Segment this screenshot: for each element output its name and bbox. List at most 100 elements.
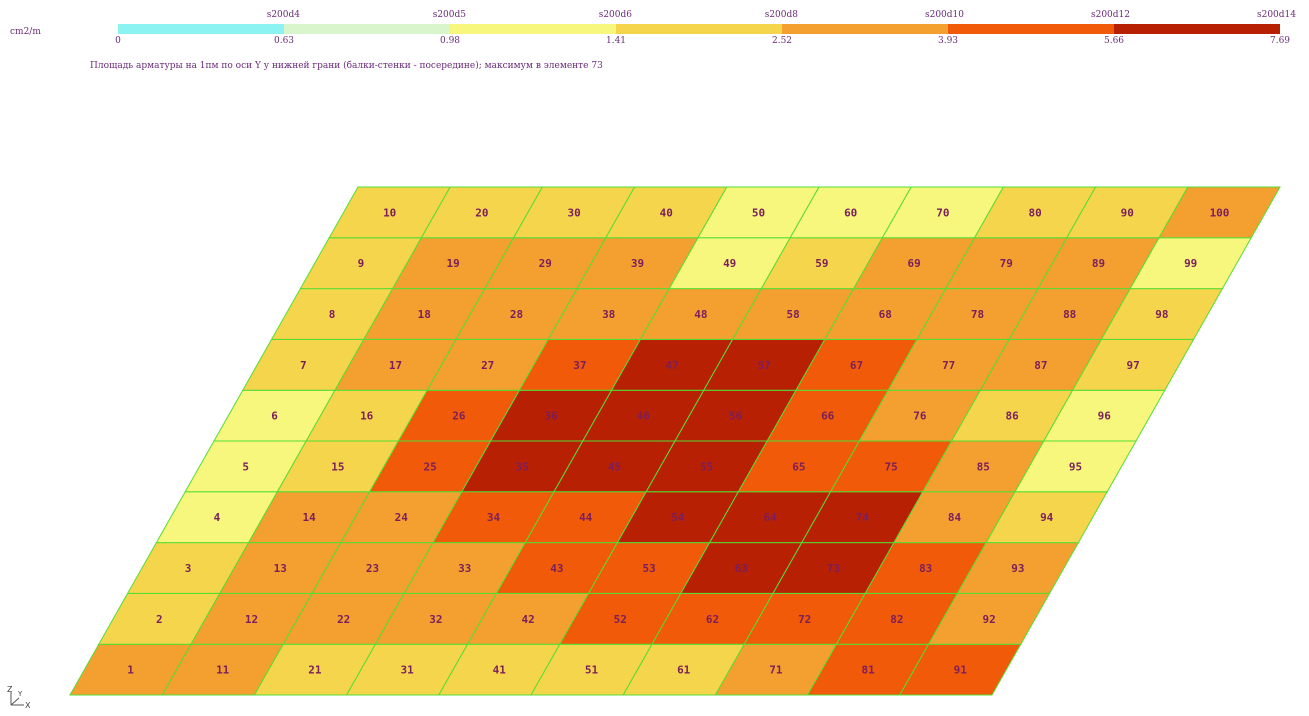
mesh-element-label: 89 [1092,257,1105,270]
mesh-element-label: 58 [786,308,799,321]
mesh-element-label: 73 [827,562,840,575]
mesh-element-label: 37 [573,359,586,372]
mesh-element-label: 98 [1155,308,1168,321]
mesh-element-label: 49 [723,257,736,270]
mesh-element-label: 50 [752,206,765,219]
mesh-element-label: 11 [216,664,230,677]
legend-bottom-label: 1.41 [605,36,627,46]
mesh-element-label: 90 [1121,206,1134,219]
mesh-element-label: 96 [1098,410,1112,423]
legend-bottom-label: 5.66 [1103,36,1125,46]
mesh-element-label: 81 [861,664,875,677]
legend-unit: cm2/m [10,27,41,37]
mesh-element-label: 88 [1063,308,1076,321]
mesh-element-label: 87 [1034,359,1047,372]
mesh-element-label: 43 [550,562,563,575]
mesh-element-label: 34 [487,511,501,524]
legend-bottom-label: 0.63 [273,36,295,46]
mesh-element-label: 59 [815,257,828,270]
mesh-element-label: 45 [608,460,621,473]
legend-swatch [616,24,782,34]
mesh-element-label: 12 [245,613,258,626]
legend-swatch [284,24,450,34]
legend-swatch [450,24,616,34]
mesh-element-label: 76 [913,410,927,423]
mesh-element-label: 78 [971,308,984,321]
mesh-element-label: 75 [884,460,897,473]
mesh-element-label: 95 [1069,460,1082,473]
mesh-element-label: 38 [602,308,615,321]
color-legend: cm2/m s200d4 s200d5 s200d6 s200d8 s200d10 s20… [0,0,1309,80]
legend-bottom-label: 3.93 [937,36,959,46]
mesh-element-label: 8 [329,308,336,321]
axis-y-line [10,697,20,706]
mesh-element-label: 83 [919,562,932,575]
mesh-element-label: 44 [579,511,593,524]
mesh-element-label: 13 [274,562,287,575]
mesh-element[interactable] [1158,186,1281,239]
mesh-element-label: 77 [942,359,955,372]
legend-swatch [948,24,1114,34]
mesh-element-label: 9 [358,257,365,270]
axis-x-label: X [25,701,31,710]
mesh-element-label: 72 [798,613,811,626]
mesh-element-label: 25 [423,460,436,473]
mesh-element-label: 48 [694,308,707,321]
axis-z-label: Z [7,685,13,694]
mesh-element-label: 99 [1184,257,1197,270]
mesh-element-label: 67 [850,359,863,372]
mesh-element-label: 23 [366,562,379,575]
mesh-element-label: 52 [614,613,627,626]
mesh-element-label: 68 [879,308,892,321]
mesh-element-label: 33 [458,562,471,575]
mesh-element-label: 82 [890,613,903,626]
mesh-element-label: 4 [214,511,221,524]
mesh-element-label: 6 [271,410,278,423]
mesh-element-label: 14 [302,511,316,524]
mesh-element-label: 93 [1011,562,1024,575]
mesh-element-label: 79 [1000,257,1013,270]
legend-top-label: s200d14 [1256,10,1296,20]
mesh-element-label: 26 [452,410,466,423]
mesh-element-label: 54 [671,511,685,524]
legend-swatch [118,24,284,34]
mesh-element-label: 41 [493,664,507,677]
mesh-element-label: 16 [360,410,374,423]
mesh-element-label: 21 [308,664,322,677]
mesh-element-label: 57 [758,359,771,372]
axis-y-label: Y [17,690,23,698]
mesh-element-label: 51 [585,664,599,677]
mesh-element-label: 71 [769,664,783,677]
mesh-element-label: 22 [337,613,350,626]
mesh-element-label: 3 [185,562,192,575]
mesh-element-label: 47 [665,359,678,372]
mesh-element-label: 15 [331,460,344,473]
mesh-element-label: 86 [1005,410,1019,423]
legend-top-label: s200d5 [432,10,466,20]
legend-top-label: s200d12 [1090,10,1130,20]
mesh-element-label: 28 [510,308,523,321]
mesh-element-label: 24 [395,511,409,524]
mesh-element-label: 61 [677,664,691,677]
mesh-element-label: 66 [821,410,835,423]
mesh-element-label: 56 [729,410,743,423]
mesh-element-label: 91 [954,664,968,677]
legend-swatch [782,24,948,34]
mesh-element-label: 60 [844,206,857,219]
mesh-element-label: 53 [642,562,655,575]
mesh-element-label: 55 [700,460,713,473]
legend-top-label: s200d6 [598,10,632,20]
legend-top-label: s200d4 [266,10,300,20]
mesh-element-label: 31 [400,664,414,677]
mesh-element-label: 32 [429,613,442,626]
legend-swatch [1114,24,1280,34]
mesh-element-label: 36 [544,410,558,423]
mesh-element-label: 18 [418,308,431,321]
mesh-element-label: 69 [907,257,920,270]
mesh-element-label: 46 [637,410,651,423]
mesh-element-label: 29 [539,257,552,270]
mesh-element-label: 85 [977,460,990,473]
mesh-element-label: 40 [660,206,673,219]
legend-bottom-label: 7.69 [1269,36,1291,46]
